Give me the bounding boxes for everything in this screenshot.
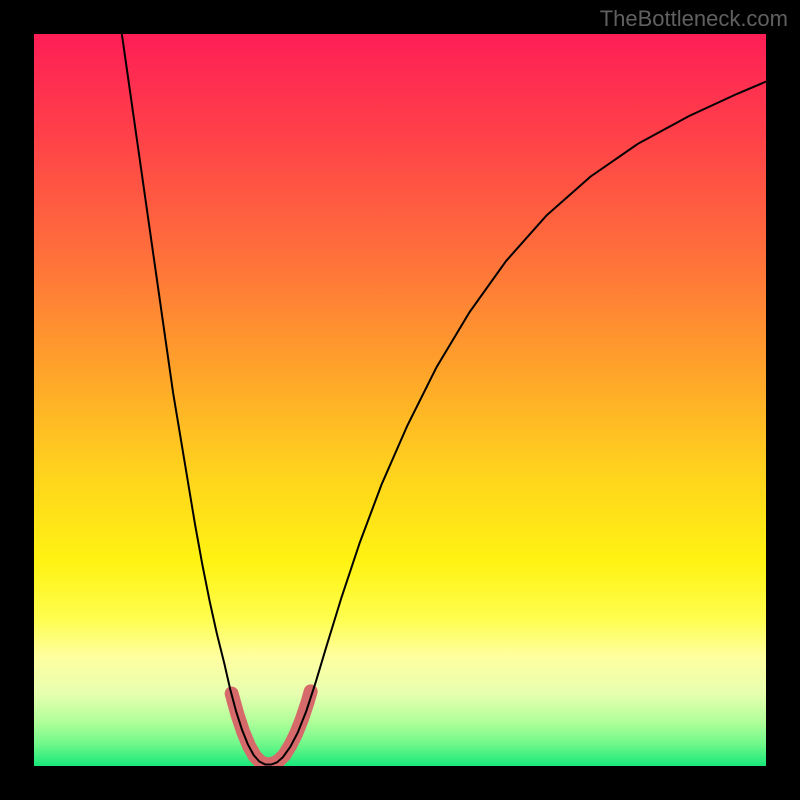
- plot-area: [34, 34, 766, 766]
- plot-background: [34, 34, 766, 766]
- attribution-label: TheBottleneck.com: [600, 6, 788, 32]
- chart-svg: [34, 34, 766, 766]
- chart-canvas: TheBottleneck.com: [0, 0, 800, 800]
